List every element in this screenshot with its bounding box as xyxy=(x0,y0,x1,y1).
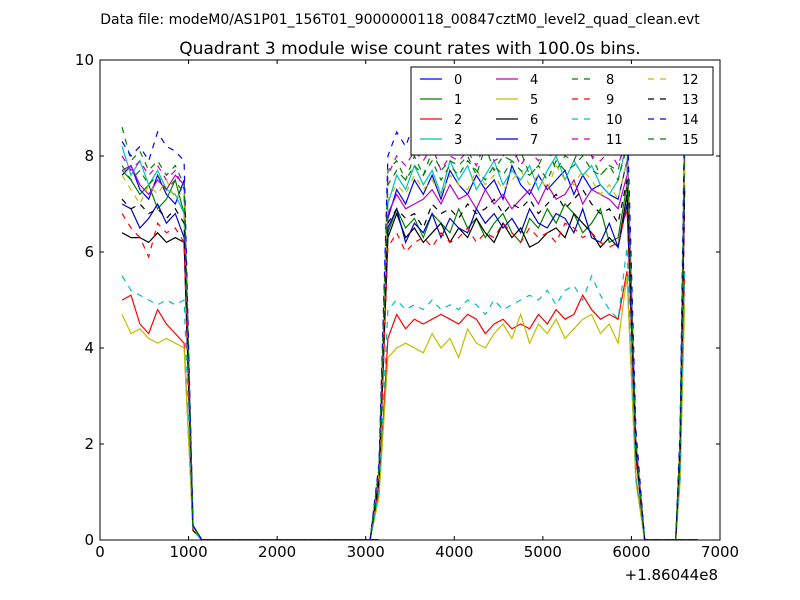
legend-label-5: 5 xyxy=(530,93,538,108)
series-layer xyxy=(121,101,698,540)
legend-label-13: 13 xyxy=(682,93,699,108)
x-axis-offset-label: +1.86044e8 xyxy=(625,566,718,584)
legend-label-9: 9 xyxy=(606,93,614,108)
x-tick-label: 2000 xyxy=(258,543,296,561)
legend-label-14: 14 xyxy=(682,113,699,128)
x-tick-label: 4000 xyxy=(435,543,473,561)
series-line-9 xyxy=(121,208,698,540)
legend-label-15: 15 xyxy=(682,133,699,148)
legend-label-8: 8 xyxy=(606,73,614,88)
legend-label-10: 10 xyxy=(606,113,623,128)
legend-label-11: 11 xyxy=(606,133,623,148)
y-tick-label: 2 xyxy=(84,435,94,453)
legend-label-12: 12 xyxy=(682,73,699,88)
y-tick-label: 10 xyxy=(75,51,94,69)
legend-box xyxy=(410,66,714,156)
y-tick-label: 4 xyxy=(84,339,94,357)
x-tick-label: 1000 xyxy=(169,543,207,561)
series-line-5 xyxy=(121,275,698,540)
x-tick-label: 5000 xyxy=(524,543,562,561)
series-line-13 xyxy=(121,179,698,540)
legend-label-1: 1 xyxy=(454,93,462,108)
x-tick-label: 0 xyxy=(95,543,105,561)
legend-label-2: 2 xyxy=(454,113,462,128)
y-tick-label: 0 xyxy=(84,531,94,549)
legend-label-0: 0 xyxy=(454,73,462,88)
series-line-12 xyxy=(121,160,698,540)
y-tick-label: 6 xyxy=(84,243,94,261)
series-line-15 xyxy=(121,146,698,540)
legend-label-3: 3 xyxy=(454,133,462,148)
x-tick-label: 3000 xyxy=(347,543,385,561)
x-axis: 0 1000 2000 3000 4000 5000 6000 7000 xyxy=(95,60,739,561)
plot-frame xyxy=(99,59,721,541)
chart-title: Quadrant 3 module wise count rates with … xyxy=(179,39,640,59)
figure-suptitle: Data file: modeM0/AS1P01_156T01_90000001… xyxy=(100,12,700,28)
legend-label-4: 4 xyxy=(530,73,538,88)
y-tick-label: 8 xyxy=(84,147,94,165)
x-tick-label: 6000 xyxy=(612,543,650,561)
x-tick-label: 7000 xyxy=(701,543,739,561)
legend-label-7: 7 xyxy=(530,133,538,148)
series-line-7 xyxy=(121,184,698,540)
legend-label-6: 6 xyxy=(530,113,538,128)
